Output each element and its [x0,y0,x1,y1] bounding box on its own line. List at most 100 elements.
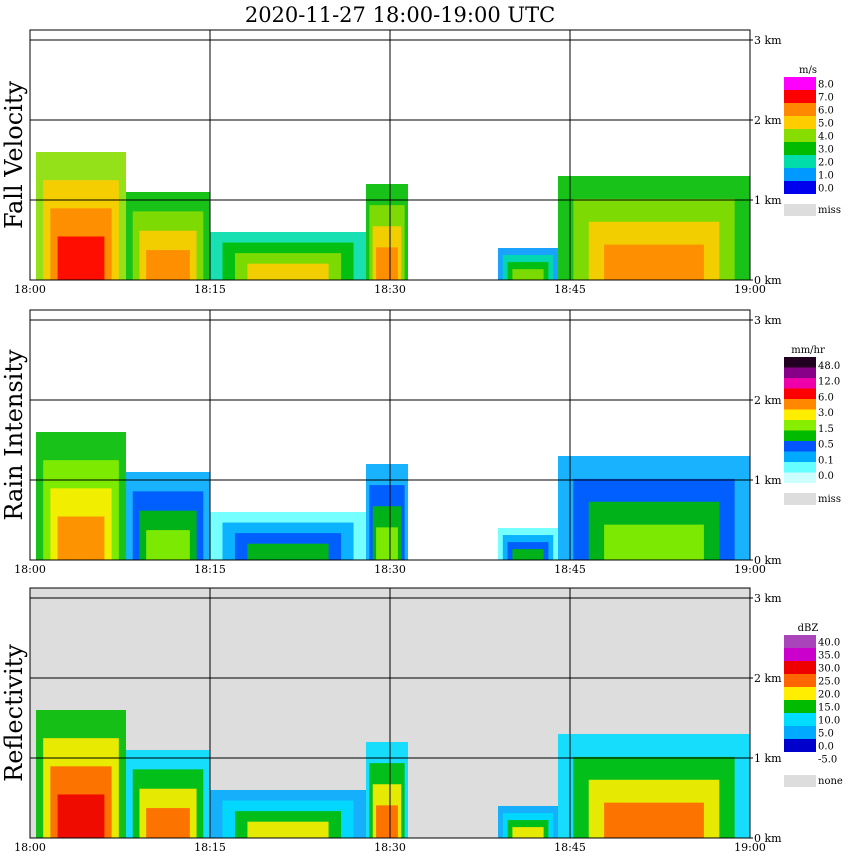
legend-swatch [784,367,816,378]
legend-missing-swatch [784,775,816,787]
legend-label: 40.0 [818,638,840,649]
time-tick-label: 18:45 [554,283,586,296]
time-tick-label: 19:00 [734,283,766,296]
panel-reflectivity: 0 km 1 km 2 km 3 km 18:00 18:15 18:30 18:45 19:0… [0,587,843,854]
height-tick-label: 0 km [754,832,782,845]
legend-swatch [784,129,816,142]
echo-cell [512,269,544,280]
legend-swatch [784,103,816,116]
height-tick-label: 3 km [754,592,782,605]
legend-swatch [784,168,816,181]
height-tick-label: 2 km [754,672,782,685]
legend-swatch [784,409,816,420]
echo-cell [376,247,398,280]
echo-cell [57,236,105,280]
legend-swatch [784,635,816,648]
legend-label: 6.0 [818,106,834,117]
legend-missing-label: miss [818,494,841,505]
height-tick-label: 0 km [754,554,782,567]
height-tick-label: 1 km [754,752,782,765]
y-axis-label: Reflectivity [0,644,28,782]
echo-cell [604,244,704,280]
legend-label: 6.0 [818,392,834,403]
legend-label: 3.0 [818,408,834,419]
height-tick-label: 1 km [754,194,782,207]
legend-missing-swatch [784,493,816,505]
legend-swatch [784,752,816,765]
legend-unit: dBZ [798,623,819,634]
echo-cell [247,821,329,838]
legend-label: 0.0 [818,471,834,482]
legend-label: 0.0 [818,184,834,195]
time-tick-label: 18:45 [554,841,586,854]
height-tick-label: 0 km [754,274,782,287]
echo-cell [146,250,190,280]
legend-swatch [784,472,816,483]
legend-swatch [784,388,816,399]
height-tick-label: 2 km [754,114,782,127]
legend-label: 0.5 [818,440,834,451]
time-tick-label: 18:30 [374,563,406,576]
echo-cell [376,527,398,560]
legend-label: 7.0 [818,93,834,104]
figure-title: 2020-11-27 18:00-19:00 UTC [245,3,555,27]
legend-label: 10.0 [818,716,840,727]
y-axis-label: Fall Velocity [0,81,28,230]
panel-fall-velocity: 0 km 1 km 2 km 3 km 18:00 18:15 18:30 18:45 19:0… [0,29,841,296]
plot-frame [29,29,751,281]
panel-rain-intensity: 0 km 1 km 2 km 3 km 18:00 18:15 18:30 18:45 19:0… [0,309,841,576]
time-tick-label: 18:45 [554,563,586,576]
legend-label: 0.1 [818,455,834,466]
echo-cell [57,516,105,560]
time-tick-label: 19:00 [734,841,766,854]
legend-label: 1.5 [818,424,834,435]
y-axis-label: Rain Intensity [0,349,28,521]
echo-cell [604,524,704,560]
legend-label: 15.0 [818,703,840,714]
legend-swatch [784,648,816,661]
legend-swatch [784,420,816,431]
echo-cell [247,543,329,560]
legend-swatch [784,661,816,674]
height-tick-label: 1 km [754,474,782,487]
legend-unit: mm/hr [791,345,825,356]
legend-label: 0.0 [818,742,834,753]
legend-swatch [784,451,816,462]
echo-cell [247,263,329,280]
time-tick-label: 18:00 [14,841,46,854]
height-tick-label: 2 km [754,394,782,407]
legend-swatch [784,462,816,473]
legend-swatch [784,739,816,752]
legend-swatch [784,700,816,713]
legend-label: 48.0 [818,361,840,372]
legend-label: 5.0 [818,119,834,130]
legend-swatch [784,181,816,194]
legend-swatch [784,90,816,103]
time-tick-label: 18:30 [374,283,406,296]
legend-swatch [784,116,816,129]
height-tick-label: 3 km [754,314,782,327]
legend-missing-swatch [784,204,816,216]
legend-label: -5.0 [818,755,837,766]
legend-missing-label: miss [818,205,841,216]
legend-swatch [784,378,816,389]
echo-cell [512,827,544,838]
time-tick-label: 19:00 [734,563,766,576]
time-tick-label: 18:00 [14,283,46,296]
legend-label: 4.0 [818,132,834,143]
height-tick-label: 3 km [754,34,782,47]
legend-label: 8.0 [818,80,834,91]
legend-label: 3.0 [818,145,834,156]
legend-swatch [784,687,816,700]
legend-swatch [784,674,816,687]
legend-swatch [784,430,816,441]
legend-swatch [784,155,816,168]
plot-frame [29,587,751,839]
time-tick-label: 18:15 [194,283,226,296]
time-tick-label: 18:15 [194,841,226,854]
legend-label: 25.0 [818,677,840,688]
legend-label: 5.0 [818,729,834,740]
time-tick-label: 18:15 [194,563,226,576]
echo-cell [376,805,398,838]
